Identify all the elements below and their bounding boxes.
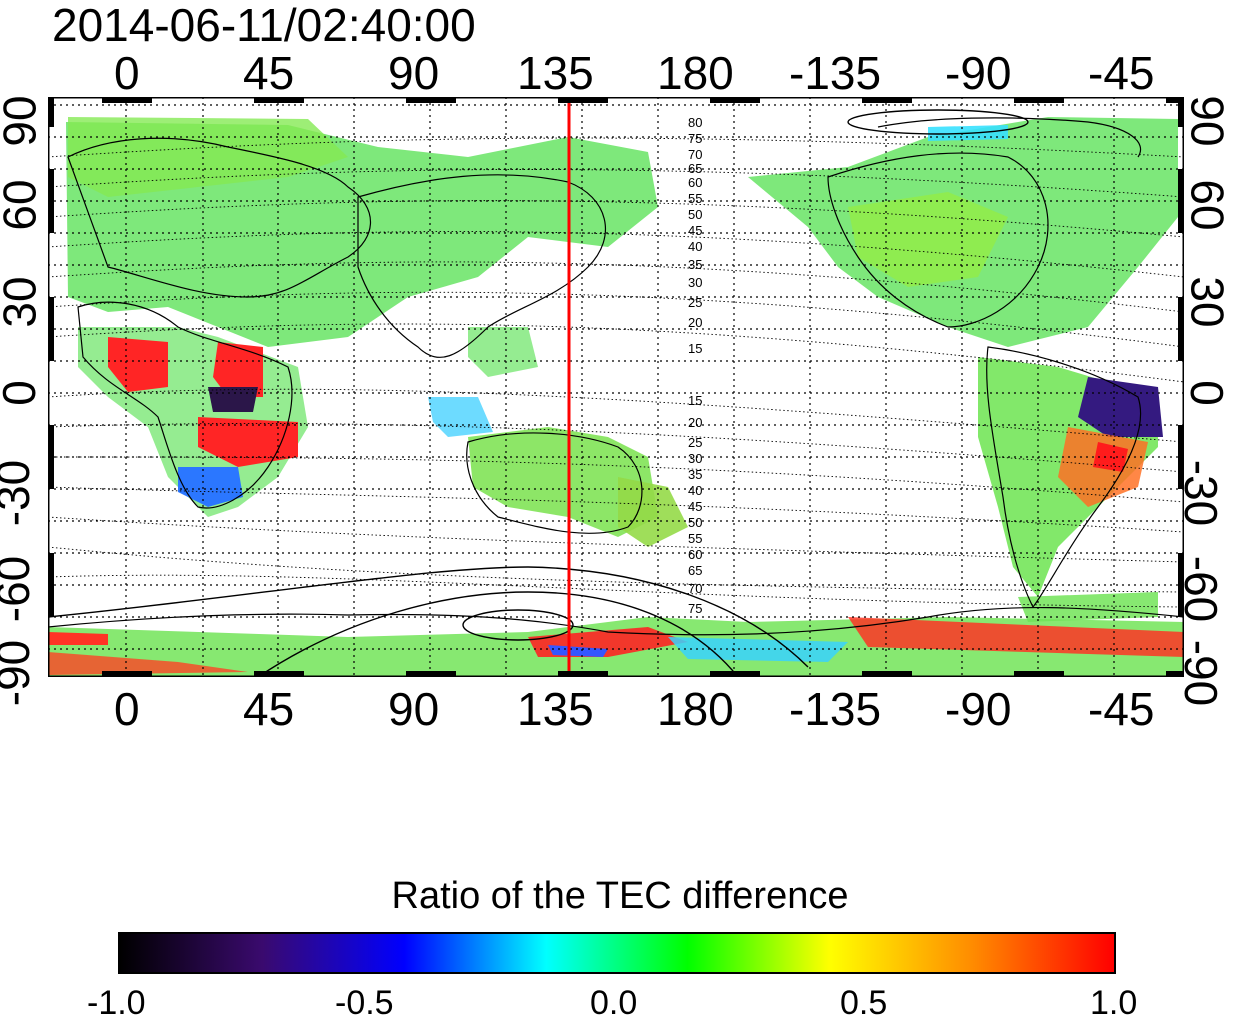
- left-lat-label-60: 60: [0, 179, 46, 231]
- mlat-label-s45: 45: [688, 499, 702, 514]
- mlat-label-n80: 80: [688, 115, 702, 130]
- mlat-label-n65: 65: [688, 161, 702, 176]
- left-lat-label-m30: -30: [0, 459, 40, 527]
- mlat-label-n55: 55: [688, 191, 702, 206]
- mlat-label-n60: 60: [688, 175, 702, 190]
- right-lat-label-m90: -90: [1175, 639, 1228, 707]
- colorbar-label-0: 0.0: [590, 984, 638, 1022]
- left-lat-label-m60: -60: [0, 555, 40, 623]
- frame-ticks: [48, 97, 1184, 677]
- mlat-label-s35: 35: [688, 467, 702, 482]
- mlat-label-s60: 60: [688, 547, 702, 562]
- top-lon-label-m135: -135: [789, 47, 882, 99]
- top-lon-label-90: 90: [388, 47, 440, 99]
- mlat-label-n70: 70: [688, 147, 702, 162]
- bottom-lon-label-0: 0: [114, 683, 140, 735]
- mlat-labels-north: 80 75 70 65 60 55 50 45 40 35 30 25 20 1…: [688, 115, 702, 356]
- bottom-lon-label-m45: -45: [1088, 683, 1155, 735]
- mlat-label-s30: 30: [688, 451, 702, 466]
- mlat-label-s25: 25: [688, 435, 702, 450]
- left-lat-label-90: 90: [0, 95, 46, 147]
- mlat-label-s15: 15: [688, 393, 702, 408]
- right-lat-label-0: 0: [1180, 380, 1233, 406]
- mlat-label-s50: 50: [688, 515, 702, 530]
- top-lon-label-180: 180: [657, 47, 734, 99]
- colorbar: [118, 932, 1116, 974]
- mlat-label-s20: 20: [688, 415, 702, 430]
- top-lon-label-45: 45: [243, 47, 295, 99]
- mlat-label-n40: 40: [688, 239, 702, 254]
- mlat-label-s65: 65: [688, 563, 702, 578]
- left-lat-label-m90: -90: [0, 639, 40, 707]
- top-lon-label-0: 0: [114, 47, 140, 99]
- auroral-oval-lines: [48, 109, 1029, 677]
- mlat-label-n45: 45: [688, 223, 702, 238]
- right-lat-label-m60: -60: [1175, 555, 1228, 623]
- left-lat-label-0: 0: [0, 380, 45, 406]
- coastlines: [48, 117, 1184, 636]
- timestamp: 2014-06-11/02:40:00: [52, 0, 476, 51]
- top-lon-label-m90: -90: [945, 47, 1012, 99]
- left-lat-label-30: 30: [0, 276, 46, 328]
- mlat-label-s70: 70: [688, 581, 702, 596]
- top-lon-label-m45: -45: [1088, 47, 1155, 99]
- mlat-label-n35: 35: [688, 257, 702, 272]
- right-lat-label-m30: -30: [1175, 459, 1228, 527]
- mlat-label-s40: 40: [688, 483, 702, 498]
- mlat-label-n20: 20: [688, 315, 702, 330]
- colorbar-label-m05: -0.5: [335, 984, 394, 1022]
- mlat-label-s55: 55: [688, 531, 702, 546]
- mlat-label-n75: 75: [688, 131, 702, 146]
- colorbar-label-1: 1.0: [1090, 984, 1138, 1022]
- colorbar-label-m1: -1.0: [87, 984, 146, 1022]
- mlat-label-s75: 75: [688, 601, 702, 616]
- top-lon-label-135: 135: [517, 47, 594, 99]
- bottom-lon-label-m135: -135: [789, 683, 882, 735]
- mlat-label-n30: 30: [688, 275, 702, 290]
- mlat-label-n50: 50: [688, 207, 702, 222]
- right-lat-label-90: 90: [1181, 95, 1234, 147]
- mlat-label-n25: 25: [688, 295, 702, 310]
- bottom-lon-label-135: 135: [517, 683, 594, 735]
- right-lat-label-60: 60: [1181, 179, 1234, 231]
- bottom-lon-label-45: 45: [243, 683, 295, 735]
- tec-map: 80 75 70 65 60 55 50 45 40 35 30 25 20 1…: [48, 97, 1184, 677]
- map-grid: [48, 97, 1184, 677]
- mlat-labels-south: 15 20 25 30 35 40 45 50 55 60 65 70 75: [688, 393, 702, 616]
- right-lat-label-30: 30: [1181, 276, 1234, 328]
- magnetic-latitude-contours: [48, 137, 1184, 608]
- bottom-lon-label-90: 90: [388, 683, 440, 735]
- colorbar-title: Ratio of the TEC difference: [391, 875, 849, 917]
- mlat-label-n15: 15: [688, 341, 702, 356]
- map-border: [48, 97, 1184, 677]
- bottom-lon-label-m90: -90: [945, 683, 1012, 735]
- colorbar-label-05: 0.5: [840, 984, 888, 1022]
- bottom-lon-label-180: 180: [657, 683, 734, 735]
